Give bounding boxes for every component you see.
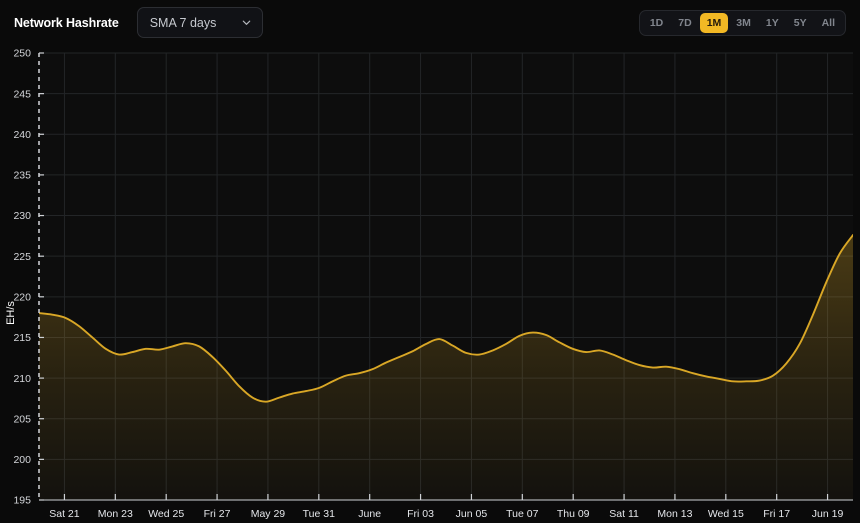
svg-text:Thu 09: Thu 09 [557, 508, 590, 520]
svg-text:Tue 31: Tue 31 [303, 508, 335, 520]
svg-text:200: 200 [13, 454, 31, 466]
sma-period-value: SMA 7 days [149, 15, 217, 30]
svg-text:220: 220 [13, 292, 31, 304]
hashrate-area-chart[interactable]: 195 200 205 210 215 220 225 230 235 240 245 250 Sat… [0, 45, 860, 523]
area-fill [39, 235, 853, 500]
svg-text:Fri 27: Fri 27 [204, 508, 231, 520]
series-line [39, 234, 853, 403]
svg-text:Wed 15: Wed 15 [708, 508, 744, 520]
time-range-selector[interactable]: 1D 7D 1M 3M 1Y 5Y All [638, 9, 846, 36]
chart-header: Network Hashrate SMA 7 days 1D 7D 1M 3M 1Y 5Y… [0, 0, 860, 45]
chevron-down-icon [242, 20, 250, 25]
svg-text:215: 215 [13, 332, 31, 344]
svg-text:Jun 05: Jun 05 [456, 508, 488, 520]
svg-text:Mon 13: Mon 13 [657, 508, 692, 520]
svg-text:May 29: May 29 [251, 508, 286, 520]
y-axis-ticks: 195 200 205 210 215 220 225 230 235 240 245 250 [13, 48, 44, 507]
svg-text:230: 230 [13, 210, 31, 222]
svg-text:245: 245 [13, 88, 31, 100]
range-button-7d[interactable]: 7D [678, 16, 692, 29]
chart-plot-area: 195 200 205 210 215 220 225 230 235 240 245 250 Sat… [0, 45, 860, 523]
svg-text:Wed 25: Wed 25 [148, 508, 184, 520]
svg-text:235: 235 [13, 170, 31, 182]
y-axis-label: EH/s [5, 301, 17, 325]
range-button-3m[interactable]: 3M [736, 16, 751, 29]
svg-text:Sat 21: Sat 21 [49, 508, 80, 520]
svg-text:Fri 17: Fri 17 [763, 508, 790, 520]
svg-text:June: June [358, 508, 381, 520]
svg-text:Jun 19: Jun 19 [812, 508, 844, 520]
range-button-all[interactable]: All [821, 16, 835, 29]
svg-text:240: 240 [13, 129, 31, 141]
svg-text:225: 225 [13, 251, 31, 263]
page-title: Network Hashrate [14, 15, 119, 30]
svg-text:Sat 11: Sat 11 [609, 508, 639, 520]
svg-text:Mon 23: Mon 23 [98, 508, 133, 520]
svg-text:195: 195 [13, 495, 31, 507]
svg-text:205: 205 [13, 413, 31, 425]
svg-text:210: 210 [13, 373, 31, 385]
range-button-1d[interactable]: 1D [649, 16, 664, 29]
x-axis-ticks: Sat 21 Mon 23 Wed 25 Fri 27 May 29 Tue 31 June… [49, 494, 843, 520]
range-button-1m[interactable]: 1M [699, 12, 729, 33]
range-button-5y[interactable]: 5Y [793, 16, 807, 29]
svg-text:250: 250 [13, 48, 31, 60]
svg-text:Fri 03: Fri 03 [407, 508, 434, 520]
range-button-1y[interactable]: 1Y [765, 16, 779, 29]
svg-text:Tue 07: Tue 07 [506, 508, 538, 520]
sma-period-dropdown[interactable]: SMA 7 days [136, 7, 263, 38]
